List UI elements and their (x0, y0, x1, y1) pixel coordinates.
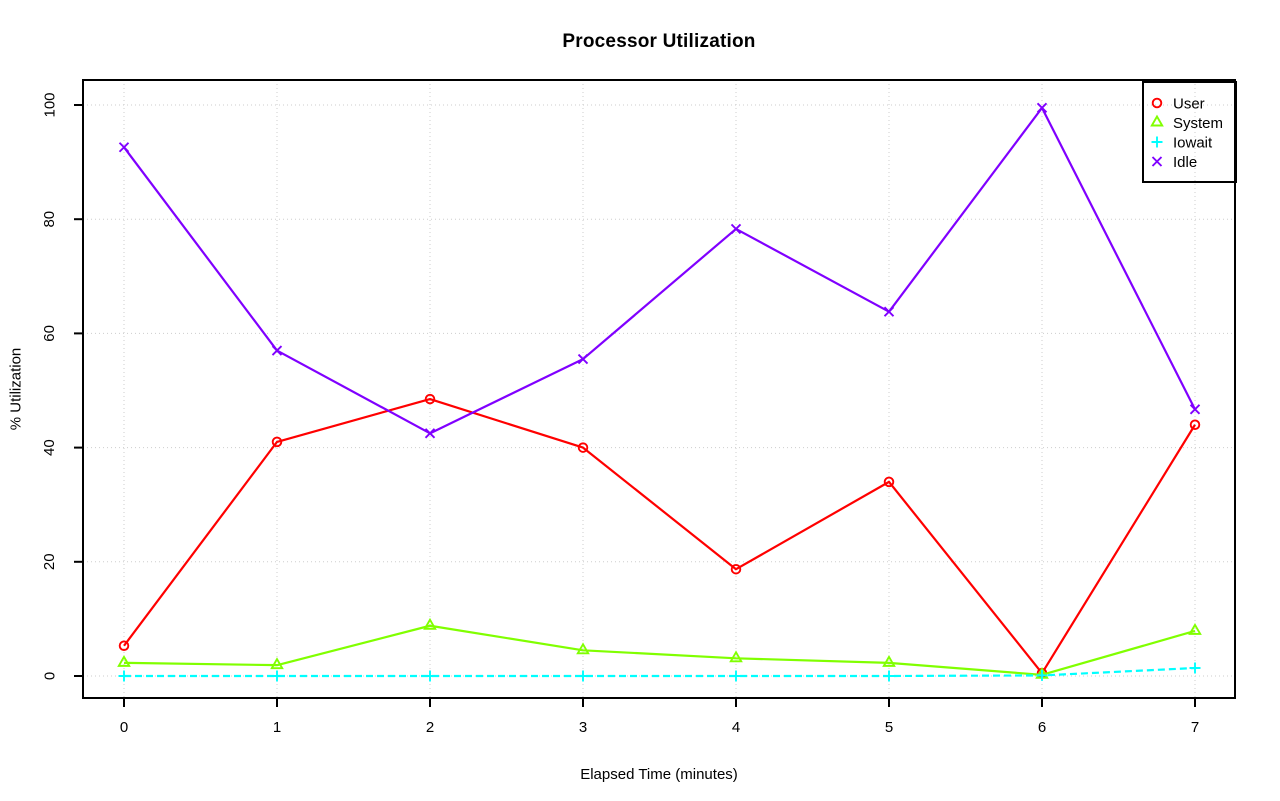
legend-marker-idle (1151, 156, 1163, 167)
series-marker-iowait (118, 670, 130, 682)
series-marker-iowait (577, 670, 589, 682)
series-marker-iowait (883, 670, 895, 682)
series-marker-idle (271, 345, 283, 356)
x-tick-label: 3 (579, 719, 587, 736)
legend-label-iowait: Iowait (1173, 134, 1213, 151)
x-tick-label: 7 (1191, 719, 1199, 736)
series-marker-iowait (730, 670, 742, 682)
plot-box (82, 79, 1236, 699)
y-tick-label: 20 (41, 553, 58, 570)
series-marker-iowait (1036, 669, 1048, 681)
chart-title: Processor Utilization (562, 31, 756, 52)
y-tick-label: 100 (41, 92, 58, 117)
series-marker-user (271, 436, 283, 448)
legend-label-system: System (1173, 115, 1223, 132)
series-marker-iowait (424, 670, 436, 682)
x-tick-label: 5 (885, 719, 893, 736)
x-tick-label: 0 (120, 719, 128, 736)
series-marker-system (423, 617, 437, 630)
series-marker-system (1188, 622, 1202, 635)
series-marker-user (118, 640, 130, 651)
series-marker-system (270, 657, 284, 670)
series-line-iowait (124, 666, 1196, 678)
legend-label-idle: Idle (1173, 154, 1197, 171)
x-axis-title: Elapsed Time (minutes) (580, 766, 738, 783)
y-tick-label: 60 (41, 325, 58, 342)
series-marker-iowait (1189, 662, 1201, 674)
legend-box (1142, 81, 1237, 183)
series-marker-idle (424, 428, 436, 439)
legend-marker-iowait (1151, 136, 1163, 148)
series-marker-user (883, 476, 895, 488)
series-marker-idle (1036, 102, 1048, 114)
series-marker-idle (1189, 404, 1201, 415)
x-tick-label: 4 (732, 719, 740, 736)
legend-marker-system (1150, 114, 1164, 127)
series-marker-user (1189, 419, 1201, 431)
series-marker-user (424, 393, 436, 405)
x-tick-label: 2 (426, 719, 434, 736)
series-marker-iowait (271, 670, 283, 682)
y-tick-label: 80 (41, 211, 58, 228)
y-tick-label: 40 (41, 439, 58, 456)
x-tick-label: 1 (273, 719, 281, 736)
series-marker-system (729, 650, 743, 663)
series-marker-system (576, 642, 590, 655)
x-tick-label: 6 (1038, 719, 1046, 736)
legend-marker-user (1151, 97, 1163, 109)
series-line-user (123, 397, 1196, 675)
series-marker-user (577, 442, 589, 453)
series-line-system (123, 624, 1196, 676)
legend-label-user: User (1173, 95, 1205, 112)
series-marker-user (730, 563, 742, 575)
series-marker-idle (577, 353, 589, 365)
y-axis-title: % Utilization (7, 347, 25, 431)
y-tick-label: 0 (41, 672, 58, 680)
series-line-idle (123, 106, 1196, 435)
series-marker-idle (883, 306, 895, 317)
series-marker-system (882, 654, 896, 667)
series-marker-system (117, 654, 131, 667)
series-marker-idle (730, 223, 742, 235)
series-marker-idle (118, 142, 130, 153)
